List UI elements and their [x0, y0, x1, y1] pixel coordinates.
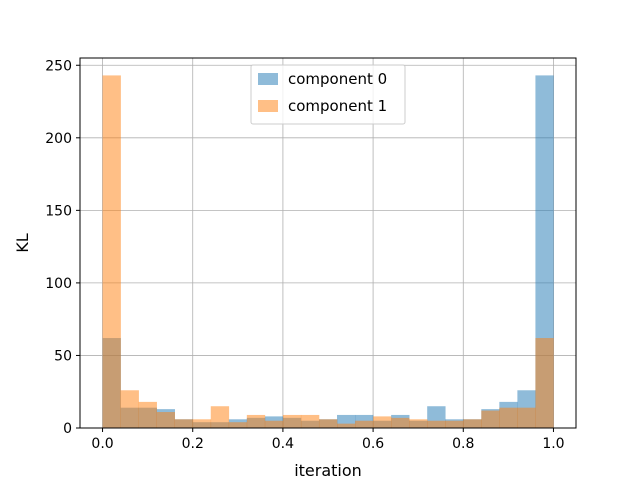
bar-component-1 [102, 75, 121, 428]
x-tick-label: 0.0 [91, 436, 113, 452]
y-axis-ticks: 0 50 100 150 200 250 [45, 58, 80, 437]
bar-component-1 [120, 390, 139, 428]
x-tick-label: 1.0 [542, 436, 564, 452]
plot-frame [79, 57, 577, 429]
bar-component-1 [210, 406, 230, 428]
bar-component-1 [499, 407, 518, 428]
bar-component-1 [282, 414, 302, 428]
bar-component-1 [156, 412, 175, 428]
histogram-bars [102, 75, 554, 428]
bar-component-1 [337, 423, 356, 428]
bar-component-1 [318, 419, 338, 428]
bar-component-1 [517, 407, 536, 428]
bar-component-1 [246, 414, 266, 428]
bar-component-1 [445, 420, 464, 428]
bar-component-1 [463, 419, 482, 428]
legend-frame [250, 64, 406, 125]
legend: component 0 component 1 [250, 64, 406, 125]
bar-component-1 [300, 414, 320, 428]
legend-label-component-0: component 0 [288, 70, 387, 88]
bar-component-1 [174, 419, 194, 428]
y-tick-label: 0 [63, 421, 72, 437]
bar-component-1 [427, 420, 446, 428]
bar-component-1 [264, 420, 284, 428]
legend-swatch-component-1 [258, 100, 278, 112]
x-tick-label: 0.2 [182, 436, 204, 452]
bar-component-1 [409, 419, 428, 428]
bar-component-1 [535, 338, 554, 428]
y-tick-label: 200 [45, 131, 72, 147]
x-axis-label: iteration [294, 461, 362, 480]
bar-component-1 [391, 417, 410, 428]
y-tick-label: 250 [45, 58, 72, 74]
x-tick-label: 0.4 [272, 436, 294, 452]
x-tick-label: 0.6 [362, 436, 384, 452]
y-tick-label: 100 [45, 276, 72, 292]
legend-label-component-1: component 1 [288, 97, 387, 115]
legend-swatch-component-0 [258, 73, 278, 85]
bar-component-1 [355, 420, 374, 428]
bar-component-1 [192, 419, 212, 428]
y-tick-label: 50 [54, 348, 72, 364]
bar-component-1 [228, 422, 248, 428]
x-axis-ticks: 0.0 0.2 0.4 0.6 0.8 1.0 [91, 428, 565, 452]
x-tick-label: 0.8 [452, 436, 474, 452]
bar-component-1 [481, 410, 500, 428]
bar-component-1 [373, 416, 392, 428]
y-tick-label: 150 [45, 203, 72, 219]
y-axis-label: KL [13, 233, 32, 252]
bar-component-1 [138, 401, 157, 428]
